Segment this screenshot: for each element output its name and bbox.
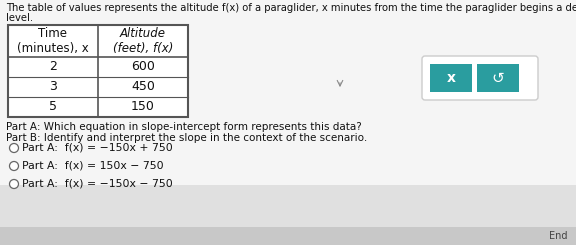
Text: Time
(minutes), x: Time (minutes), x bbox=[17, 27, 89, 55]
Text: Altitude
(feet), f(x): Altitude (feet), f(x) bbox=[113, 27, 173, 55]
Text: 450: 450 bbox=[131, 81, 155, 94]
Text: 5: 5 bbox=[49, 100, 57, 113]
Circle shape bbox=[9, 180, 18, 188]
Circle shape bbox=[9, 161, 18, 171]
FancyBboxPatch shape bbox=[422, 56, 538, 100]
Text: The table of values represents the altitude f(x) of a paraglider, x minutes from: The table of values represents the altit… bbox=[6, 3, 576, 13]
Text: Part A:  f(x) = −150x − 750: Part A: f(x) = −150x − 750 bbox=[22, 179, 173, 189]
Text: ↺: ↺ bbox=[492, 71, 505, 86]
Text: Part B: Identify and interpret the slope in the context of the scenario.: Part B: Identify and interpret the slope… bbox=[6, 133, 367, 143]
Text: 600: 600 bbox=[131, 61, 155, 74]
Bar bbox=[0, 227, 576, 245]
Bar bbox=[0, 0, 576, 185]
Text: End: End bbox=[550, 231, 568, 241]
Text: 2: 2 bbox=[49, 61, 57, 74]
Text: 150: 150 bbox=[131, 100, 155, 113]
Bar bbox=[430, 64, 472, 92]
Text: level.: level. bbox=[6, 13, 33, 23]
Circle shape bbox=[9, 144, 18, 152]
Text: x: x bbox=[446, 71, 456, 85]
Text: Part A:  f(x) = −150x + 750: Part A: f(x) = −150x + 750 bbox=[22, 143, 173, 153]
Bar bbox=[8, 25, 188, 117]
Bar bbox=[477, 64, 519, 92]
Text: 3: 3 bbox=[49, 81, 57, 94]
Text: Part A:  f(x) = 150x − 750: Part A: f(x) = 150x − 750 bbox=[22, 161, 164, 171]
Text: Part A: Which equation in slope-intercept form represents this data?: Part A: Which equation in slope-intercep… bbox=[6, 122, 362, 132]
